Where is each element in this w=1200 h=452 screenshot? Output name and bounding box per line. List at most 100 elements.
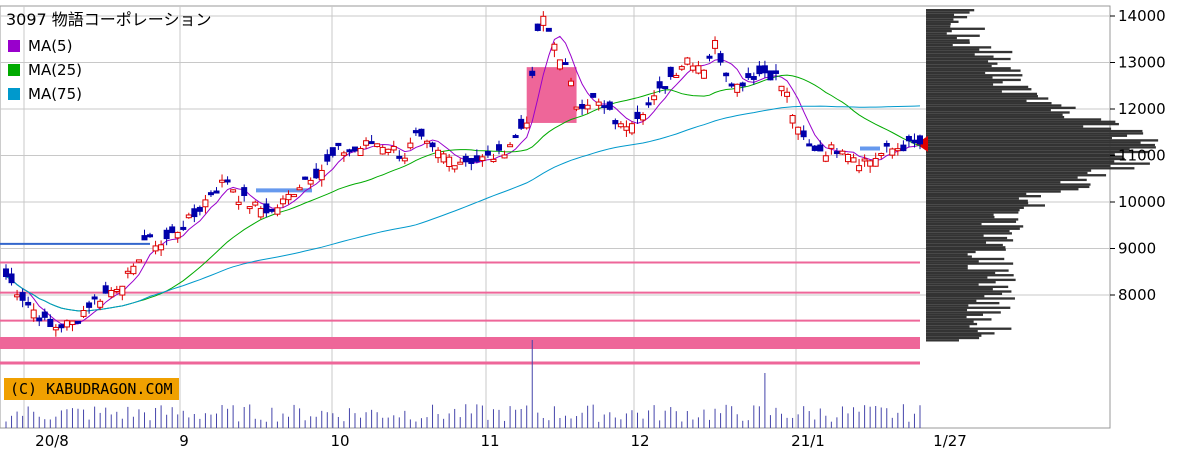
- candle-body: [30, 309, 37, 319]
- profile-bar: [926, 125, 1084, 128]
- candle-body: [595, 101, 602, 106]
- candle-body: [163, 229, 170, 240]
- candle-body: [568, 80, 575, 87]
- profile-bar: [926, 278, 1016, 282]
- profile-bar: [926, 139, 1159, 142]
- y-tick-label: 10000: [1118, 193, 1166, 211]
- candle-body: [412, 130, 419, 134]
- profile-bar: [926, 39, 970, 42]
- profile-bar: [926, 250, 976, 254]
- candle-body: [102, 285, 109, 294]
- candle-body: [180, 226, 187, 230]
- legend-label-ma5: MA(5): [28, 37, 73, 55]
- profile-bar: [926, 327, 1012, 330]
- profile-bar: [926, 292, 1003, 295]
- candle-body: [490, 158, 497, 163]
- candle-body: [850, 157, 857, 163]
- profile-bar: [926, 192, 1027, 196]
- candle-body: [329, 147, 336, 156]
- candle-body: [296, 187, 303, 191]
- candle-body: [905, 135, 912, 142]
- profile-bar: [926, 306, 1011, 309]
- profile-bar: [926, 213, 994, 216]
- candle-body: [883, 142, 890, 147]
- x-tick-label: 10: [330, 432, 349, 450]
- candle-body: [590, 92, 597, 98]
- candle-body: [252, 201, 259, 206]
- profile-bar: [926, 113, 1063, 116]
- candle-body: [844, 153, 851, 163]
- profile-bar: [926, 16, 968, 19]
- profile-bar: [926, 69, 1021, 72]
- candle-body: [739, 82, 746, 87]
- candle-body: [817, 144, 824, 152]
- profile-bar: [926, 218, 1019, 221]
- candle-body: [169, 226, 176, 234]
- profile-bar: [926, 55, 994, 58]
- profile-bar: [926, 332, 995, 335]
- candle-body: [756, 65, 763, 75]
- profile-bar: [926, 62, 998, 65]
- candle-body: [872, 157, 879, 167]
- candle-body: [446, 156, 453, 167]
- x-tick-label: 1/27: [933, 432, 967, 450]
- profile-bar: [926, 11, 970, 14]
- profile-bar: [926, 202, 1029, 205]
- candle-body: [379, 146, 386, 155]
- profile-bar: [926, 225, 1024, 228]
- profile-bar: [926, 22, 951, 26]
- profile-bar: [926, 208, 1020, 212]
- legend-item-ma5: MA(5): [6, 34, 212, 58]
- candle-body: [340, 152, 347, 156]
- candle-body: [3, 268, 9, 278]
- candle-body: [811, 145, 818, 151]
- candle-body: [822, 155, 829, 162]
- candle-body: [606, 101, 613, 110]
- candle-body: [75, 320, 82, 324]
- profile-bar: [926, 236, 1008, 240]
- profile-bar: [926, 141, 1141, 144]
- profile-bar: [926, 167, 1135, 170]
- candle-body: [374, 143, 381, 148]
- profile-bar: [926, 281, 996, 284]
- candle-body: [761, 65, 768, 74]
- profile-bar: [926, 243, 1003, 247]
- candle-body: [47, 318, 54, 328]
- candle-body: [130, 265, 137, 275]
- candle-body: [385, 148, 392, 153]
- profile-bar: [926, 67, 1011, 70]
- candle-body: [274, 207, 281, 215]
- candle-body: [545, 27, 552, 32]
- legend-label-ma25: MA(25): [28, 61, 82, 79]
- profile-bar: [926, 48, 980, 51]
- profile-bar: [926, 95, 1038, 98]
- profile-bar: [926, 199, 1028, 202]
- candle-body: [678, 66, 685, 70]
- candle-body: [69, 320, 76, 326]
- profile-bar: [926, 290, 1012, 293]
- x-tick-label: 9: [179, 432, 189, 450]
- x-axis: 20/8 9 10 11 12 21/1 1/27: [35, 432, 967, 450]
- profile-bar: [926, 150, 1150, 154]
- candle-body: [684, 57, 691, 65]
- candle-body: [418, 128, 425, 137]
- candle-body: [207, 192, 214, 196]
- profile-bar: [926, 36, 957, 40]
- candle-body: [695, 65, 702, 74]
- candle-body: [263, 203, 270, 214]
- candle-body: [202, 199, 209, 208]
- candle-body: [91, 296, 98, 300]
- x-tick-label: 20/8: [35, 432, 69, 450]
- candle-body: [784, 91, 791, 97]
- profile-bar: [926, 190, 1061, 193]
- profile-bar: [926, 285, 1009, 289]
- candle-body: [551, 43, 558, 51]
- profile-bar: [926, 169, 1092, 172]
- profile-bar: [926, 329, 978, 333]
- profile-bar: [926, 64, 992, 68]
- candle-body: [435, 149, 442, 159]
- profile-bar: [926, 76, 993, 79]
- candle-body: [457, 161, 464, 165]
- profile-bar: [926, 122, 1119, 126]
